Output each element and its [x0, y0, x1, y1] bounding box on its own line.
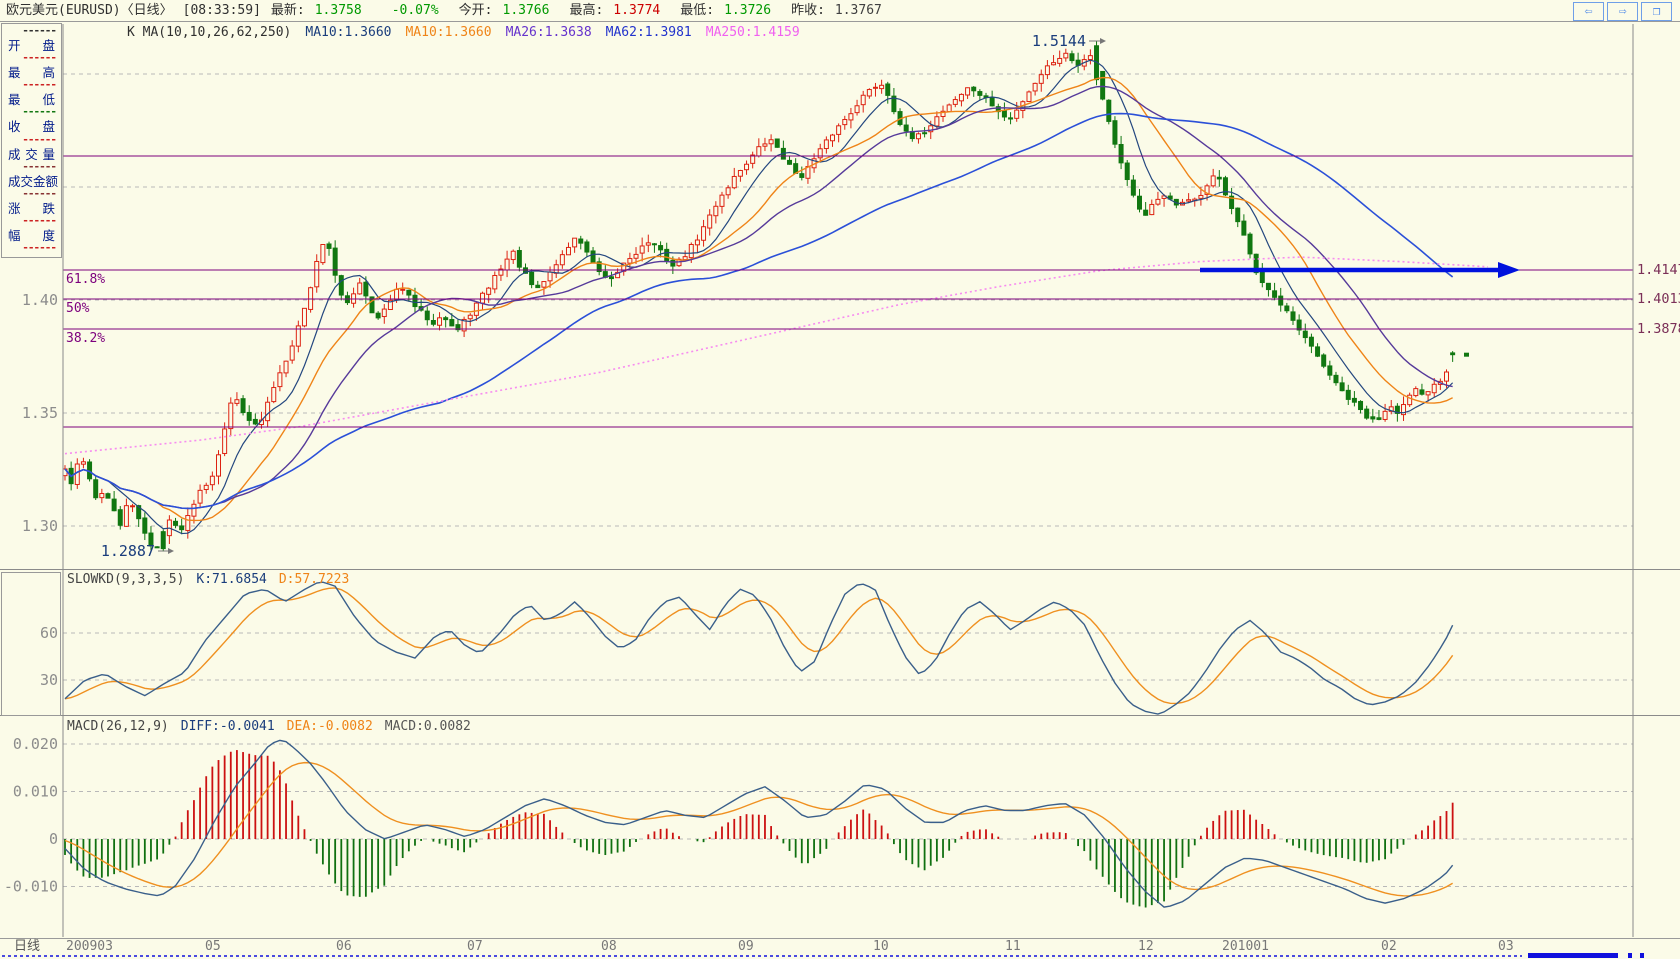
svg-text:1.4147: 1.4147 — [1637, 262, 1680, 278]
quote-field: 最低: 1.3726 — [680, 3, 772, 18]
sidebar-field-value: ------ — [22, 213, 57, 227]
svg-text:38.2%: 38.2% — [66, 331, 105, 346]
svg-text:0: 0 — [49, 830, 58, 848]
sidebar-field-label: 最高 — [8, 65, 55, 81]
sidebar-field-label: 最低 — [8, 92, 55, 108]
ma-params-label: K MA(10,10,26,62,250) — [127, 25, 292, 40]
ma-value-label: MA250:1.4159 — [705, 25, 800, 40]
time-tick-label: 05 — [205, 939, 221, 954]
svg-text:1.2887: 1.2887 — [101, 542, 155, 560]
sidebar-field-value: ------ — [22, 132, 57, 146]
time-tick-label: 06 — [336, 939, 352, 954]
quote-field: 欧元美元(EURUSD)〈日线〉 — [6, 3, 173, 18]
sidebar-field-label: 幅度 — [8, 227, 55, 243]
ma-indicator-header: K MA(10,10,26,62,250) MA10:1.3660 MA10:1.3… — [127, 25, 814, 41]
slowkd-k-value: K:71.6854 — [196, 572, 267, 587]
time-tick-label: 11 — [1005, 939, 1021, 954]
sidebar-field-value: ------ — [22, 186, 57, 200]
slowkd-d-value: D:57.7223 — [278, 572, 350, 587]
macd-diff-value: DIFF:-0.0041 — [180, 719, 275, 734]
svg-text:50%: 50% — [66, 301, 90, 316]
macd-header: MACD(26,12,9) DIFF:-0.0041 DEA:-0.0082 MACD… — [67, 719, 483, 734]
svg-text:0.010: 0.010 — [13, 783, 58, 801]
sidebar-field-value: ------ — [22, 105, 57, 119]
quote-field: 昨收: 1.3767 — [791, 3, 882, 18]
title-bar: 欧元美元(EURUSD)〈日线〉 [08:33:59] 最新: 1.3758 -0.07… — [0, 0, 1680, 22]
macd-name: MACD(26,12,9) — [67, 719, 169, 734]
svg-text:1.5144: 1.5144 — [1032, 32, 1086, 50]
time-tick-label: 08 — [601, 939, 617, 954]
macd-chart[interactable]: 0.020 0.010 0 -0.010 — [0, 716, 1680, 937]
svg-text:30: 30 — [40, 671, 58, 689]
sidebar-field-value: ------ — [22, 241, 57, 254]
svg-text:1.40: 1.40 — [22, 291, 58, 309]
quote-field: 最高: 1.3774 — [569, 3, 661, 18]
cascade-windows-button[interactable]: ❐ — [1641, 2, 1672, 21]
time-tick-label: 201001 — [1222, 939, 1269, 954]
sidebar-field-value: ------ — [22, 159, 57, 173]
quote-sidebar: ------ 开盘 ------ 最高 ------ 最低 ------ 收盘 ------ 成交… — [1, 23, 62, 258]
macd-dea-value: DEA:-0.0082 — [286, 719, 373, 734]
quote-field: 最新: 1.3758 — [270, 3, 362, 18]
ma-value-label: MA10:1.3660 — [405, 25, 492, 40]
sidebar-field-label: 涨跌 — [8, 200, 55, 216]
svg-text:-0.010: -0.010 — [4, 878, 58, 896]
forward-button[interactable]: ⇨ — [1607, 2, 1638, 21]
slowkd-header: SLOWKD(9,3,3,5) K:71.6854 D:57.7223 — [67, 572, 361, 587]
sidebar-field-label: 成交金额 — [8, 173, 59, 189]
svg-text:0.020: 0.020 — [13, 735, 58, 753]
sidebar-field-value: ------ — [22, 78, 57, 92]
svg-text:1.3878: 1.3878 — [1637, 321, 1680, 337]
sidebar-field-value: ------ — [22, 24, 57, 37]
ma-value-label: MA10:1.3660 — [305, 25, 392, 40]
macd-hist-value: MACD:0.0082 — [384, 719, 471, 734]
time-tick-label: 02 — [1381, 939, 1397, 954]
slowkd-chart[interactable]: 60 30 — [0, 570, 1680, 716]
scrollbar-thumb — [1528, 953, 1618, 958]
svg-text:1.35: 1.35 — [22, 404, 58, 422]
quote-field: 今开: 1.3766 — [458, 3, 550, 18]
kd-sidebar-box — [1, 572, 61, 716]
time-tick-label: 03 — [1498, 939, 1514, 954]
horizontal-scrollbar[interactable] — [0, 952, 1680, 959]
window-buttons: ⇦ ⇨ ❐ — [1573, 2, 1672, 21]
time-axis: 日线 200903 05 06 07 08 09 10 11 12 201001 02 03 — [0, 938, 1680, 954]
period-label: 日线 — [14, 939, 41, 954]
ma-value-label: MA62:1.3981 — [605, 25, 692, 40]
time-tick-label: 07 — [467, 939, 483, 954]
quote-field: [08:33:59] — [182, 3, 261, 18]
time-tick-label: 200903 — [66, 939, 113, 954]
sidebar-field-value: ------ — [22, 51, 57, 65]
svg-text:60: 60 — [40, 624, 58, 642]
sidebar-field-label: 收盘 — [8, 119, 55, 135]
time-tick-label: 09 — [738, 939, 754, 954]
svg-text:61.8%: 61.8% — [66, 272, 105, 287]
time-tick-label: 12 — [1138, 939, 1154, 954]
ma-value-label: MA26:1.3638 — [505, 25, 592, 40]
quote-field: -0.07% — [391, 3, 439, 18]
time-tick-label: 10 — [873, 939, 889, 954]
svg-text:1.30: 1.30 — [22, 517, 58, 535]
sidebar-field-label: 开盘 — [8, 38, 55, 54]
sidebar-field-label: 成交量 — [8, 146, 55, 162]
back-button[interactable]: ⇦ — [1573, 2, 1604, 21]
slowkd-name: SLOWKD(9,3,3,5) — [67, 572, 185, 587]
